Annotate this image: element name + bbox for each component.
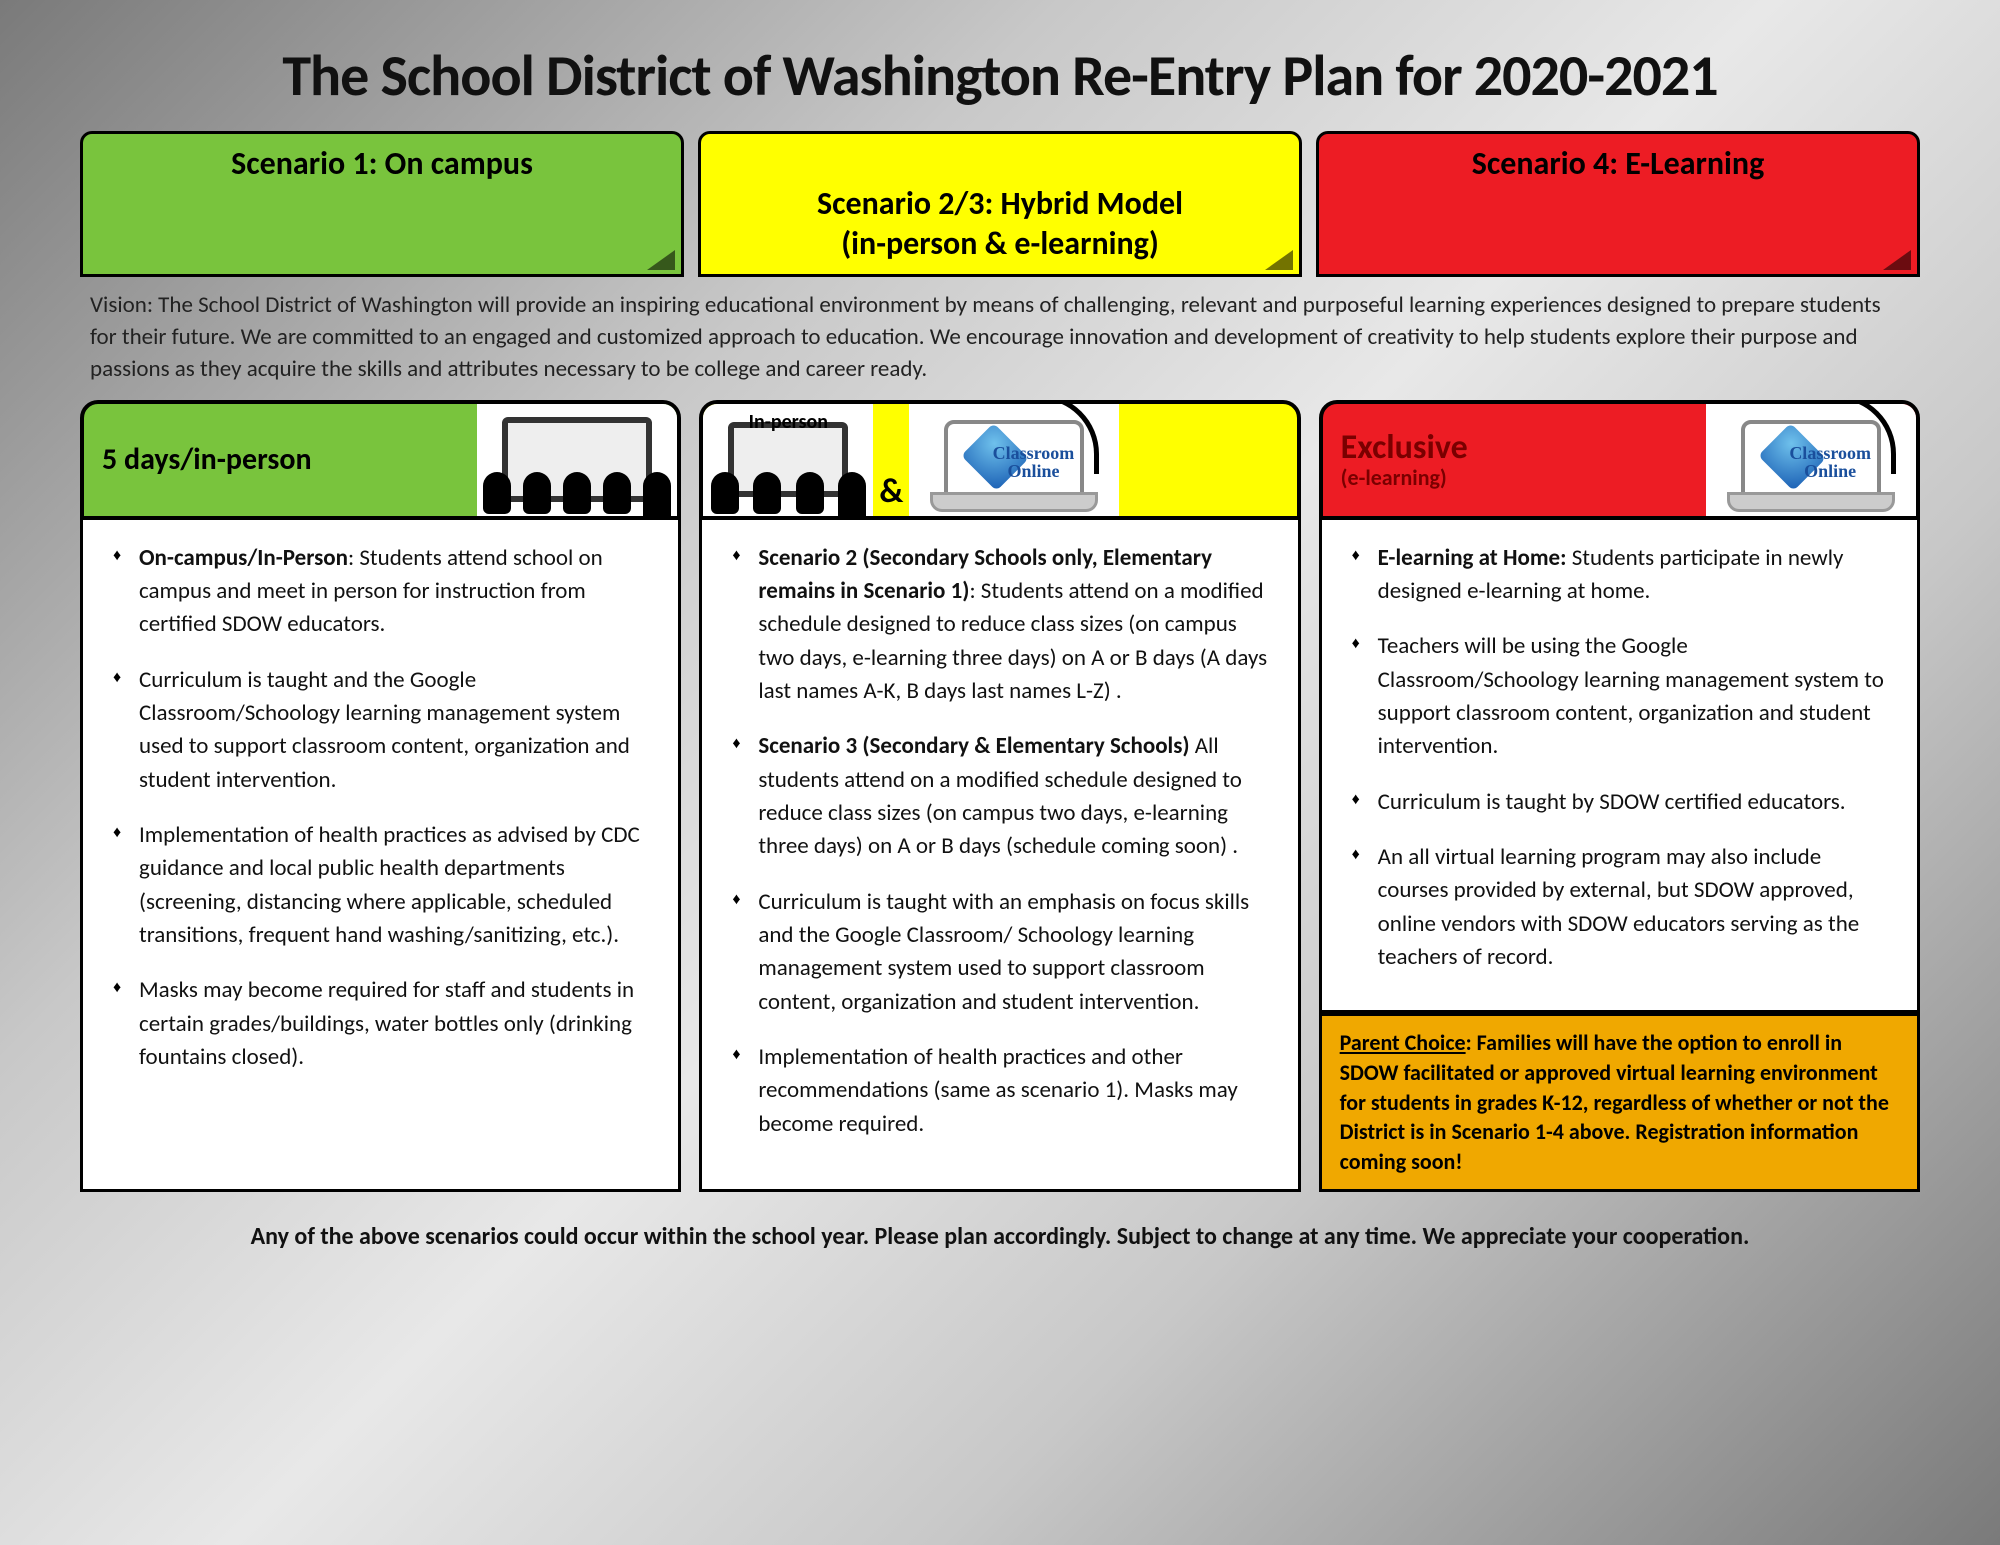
laptop-online-icon: ClassroomOnline <box>909 404 1119 516</box>
parent-choice-box: Parent Choice: Families will have the op… <box>1319 1013 1920 1191</box>
col2-header-text: In-person <box>749 410 828 434</box>
list-item: Scenario 3 (Secondary & Elementary Schoo… <box>732 730 1271 863</box>
list-item: Curriculum is taught and the Google Clas… <box>113 664 652 797</box>
footer-note: Any of the above scenarios could occur w… <box>80 1222 1920 1251</box>
column-elearning: Exclusive (e-learning) ClassroomOnline E… <box>1319 400 1920 1192</box>
col3-header-label: Exclusive (e-learning) <box>1323 404 1486 516</box>
ampersand: & <box>873 404 909 516</box>
classroom-icon: In-person <box>703 404 873 516</box>
bullet-text: Curriculum is taught and the Google Clas… <box>139 666 630 794</box>
column-on-campus: 5 days/in-person On-campus/In-Person: St… <box>80 400 681 1192</box>
list-item: Teachers will be using the Google Classr… <box>1352 630 1891 763</box>
bullet-lead: On-campus/In-Person <box>139 544 348 572</box>
parent-choice-label: Parent Choice <box>1340 1029 1466 1056</box>
col2-header: In-person & ClassroomOnline <box>699 400 1300 520</box>
col1-header-label: 5 days/in-person <box>84 404 330 516</box>
col1-header: 5 days/in-person <box>80 400 681 520</box>
tab-scenario-1: Scenario 1: On campus <box>80 131 684 277</box>
classroom-icon <box>477 404 677 516</box>
list-item: An all virtual learning program may also… <box>1352 841 1891 974</box>
list-item: Curriculum is taught by SDOW certified e… <box>1352 786 1891 819</box>
tab-label: Scenario 2/3: Hybrid Model (in-person & … <box>817 184 1183 263</box>
list-item: E-learning at Home: Students participate… <box>1352 542 1891 609</box>
laptop-text-2: Online <box>1804 461 1856 481</box>
bullet-text: Curriculum is taught with an emphasis on… <box>758 888 1249 1016</box>
col3-header: Exclusive (e-learning) ClassroomOnline <box>1319 400 1920 520</box>
col1-header-text: 5 days/in-person <box>102 443 312 476</box>
col2-body: Scenario 2 (Secondary Schools only, Elem… <box>699 520 1300 1192</box>
bullet-text: Implementation of health practices and o… <box>758 1043 1237 1138</box>
laptop-text-1: Classroom <box>993 443 1075 463</box>
tab-label: Scenario 1: On campus <box>231 144 533 183</box>
tab-scenario-4: Scenario 4: E-Learning <box>1316 131 1920 277</box>
bullet-text: An all virtual learning program may also… <box>1378 843 1860 971</box>
tab-label: Scenario 4: E-Learning <box>1472 144 1765 183</box>
list-item: Implementation of health practices and o… <box>732 1041 1271 1141</box>
col3-body: E-learning at Home: Students participate… <box>1319 520 1920 1014</box>
bullet-lead: E-learning at Home: <box>1378 544 1567 572</box>
bullet-text: Curriculum is taught by SDOW certified e… <box>1378 788 1846 816</box>
tab-scenario-2-3: Scenario 2/3: Hybrid Model (in-person & … <box>698 131 1302 277</box>
list-item: Curriculum is taught with an emphasis on… <box>732 886 1271 1019</box>
page-title: The School District of Washington Re-Ent… <box>80 40 1920 111</box>
col1-body: On-campus/In-Person: Students attend sch… <box>80 520 681 1192</box>
columns-row: 5 days/in-person On-campus/In-Person: St… <box>80 400 1920 1192</box>
bullet-text: Implementation of health practices as ad… <box>139 821 640 949</box>
col3-header-sub: (e-learning) <box>1341 466 1468 490</box>
laptop-text-1: Classroom <box>1789 443 1871 463</box>
col3-header-text: Exclusive <box>1341 429 1468 466</box>
list-item: Implementation of health practices as ad… <box>113 819 652 952</box>
bullet-text: Teachers will be using the Google Classr… <box>1378 632 1884 760</box>
laptop-online-icon: ClassroomOnline <box>1706 404 1916 516</box>
list-item: On-campus/In-Person: Students attend sch… <box>113 542 652 642</box>
column-hybrid: In-person & ClassroomOnline Scenario 2 (… <box>699 400 1300 1192</box>
bullet-text: Masks may become required for staff and … <box>139 976 634 1071</box>
bullet-lead: Scenario 3 (Secondary & Elementary Schoo… <box>758 732 1189 760</box>
laptop-text-2: Online <box>1007 461 1059 481</box>
list-item: Masks may become required for staff and … <box>113 974 652 1074</box>
scenario-tabs-row: Scenario 1: On campus Scenario 2/3: Hybr… <box>80 131 1920 277</box>
vision-statement: Vision: The School District of Washingto… <box>90 289 1910 386</box>
list-item: Scenario 2 (Secondary Schools only, Elem… <box>732 542 1271 709</box>
